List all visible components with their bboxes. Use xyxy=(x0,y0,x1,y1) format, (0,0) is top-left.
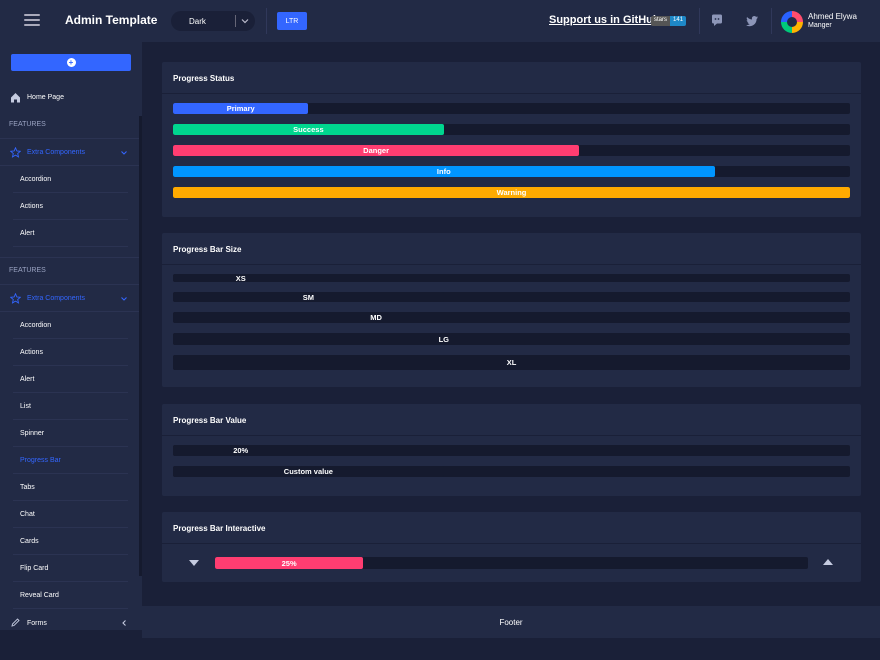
sidebar-item-actions[interactable]: Actions xyxy=(13,193,128,220)
sidebar-item-accordion[interactable]: Accordion xyxy=(13,166,128,193)
progress-interactive-card: Progress Bar Interactive 25% xyxy=(162,512,861,582)
avatar[interactable] xyxy=(781,11,803,33)
header-divider xyxy=(771,8,772,34)
progress-bar-sm: SM xyxy=(173,292,444,302)
progress-bar-custom-value: Custom value xyxy=(173,466,444,477)
sidebar-item-forms[interactable]: Forms xyxy=(27,620,47,627)
progress-bar-danger: Danger xyxy=(173,145,580,156)
user-name[interactable]: Ahmed Elywa xyxy=(808,12,857,21)
sidebar-divider xyxy=(0,257,139,258)
user-role: Manger xyxy=(808,22,832,29)
top-header: Admin Template Dark LTR Support us in Gi… xyxy=(0,0,880,42)
sidebar-item-chat[interactable]: Chat xyxy=(13,501,128,528)
progress-track: Warning xyxy=(173,187,850,198)
badge-label: stars xyxy=(651,16,671,26)
sidebar-item-progress-bar[interactable]: Progress Bar xyxy=(13,447,128,474)
sidebar-item-flip-card[interactable]: Flip Card xyxy=(13,555,128,582)
add-button[interactable]: + xyxy=(11,54,131,71)
theme-select[interactable]: Dark xyxy=(171,11,255,31)
menu-icon[interactable] xyxy=(24,14,40,26)
progress-track: XL xyxy=(173,355,850,370)
progress-track: 25% xyxy=(215,557,808,569)
progress-track: SM xyxy=(173,292,850,302)
progress-track: Info xyxy=(173,166,850,177)
footer-text: Footer xyxy=(499,617,523,627)
caret-up-icon[interactable] xyxy=(822,557,834,567)
chevron-left-icon[interactable] xyxy=(120,619,128,627)
sidebar-item-alert[interactable]: Alert xyxy=(13,220,128,247)
chevron-down-icon xyxy=(241,19,249,24)
card-divider xyxy=(162,543,861,544)
progress-status-card: Progress Status Primary Success Danger I… xyxy=(162,62,861,217)
sidebar-scrollbar[interactable] xyxy=(139,116,142,576)
sidebar-item-list[interactable]: List xyxy=(13,393,128,420)
sidebar-section-heading: FEATURES xyxy=(9,267,46,274)
ltr-button[interactable]: LTR xyxy=(277,12,307,30)
progress-bar-xl: XL xyxy=(173,355,850,370)
twitter-icon[interactable] xyxy=(745,14,759,28)
card-divider xyxy=(162,264,861,265)
chevron-down-icon xyxy=(121,151,127,155)
progress-track: Success xyxy=(173,124,850,135)
card-title: Progress Bar Value xyxy=(173,416,247,425)
progress-track: Custom value xyxy=(173,466,850,477)
progress-bar-md: MD xyxy=(173,312,580,323)
sidebar-item-accordion[interactable]: Accordion xyxy=(13,312,128,339)
footer: Footer xyxy=(142,606,880,638)
edit-icon xyxy=(11,618,20,627)
plus-icon: + xyxy=(66,58,76,67)
star-icon xyxy=(10,147,21,158)
badge-count: 141 xyxy=(670,16,687,26)
star-icon xyxy=(10,293,21,304)
caret-down-icon[interactable] xyxy=(188,558,200,568)
sidebar: + Home Page FEATURES Extra Components Ac… xyxy=(0,42,142,630)
header-divider xyxy=(699,8,700,34)
sidebar-item-cards[interactable]: Cards xyxy=(13,528,128,555)
sidebar-group-label: Extra Components xyxy=(27,295,85,302)
sidebar-section-heading: FEATURES xyxy=(9,121,46,128)
theme-select-value: Dark xyxy=(189,16,206,26)
progress-bar-warning: Warning xyxy=(173,187,850,198)
progress-bar-xs: XS xyxy=(173,274,309,282)
progress-bar-primary: Primary xyxy=(173,103,309,114)
header-divider xyxy=(266,8,267,34)
progress-value-card: Progress Bar Value 20% Custom value xyxy=(162,404,861,496)
progress-bar-lg: LG xyxy=(173,333,715,345)
card-title: Progress Status xyxy=(173,74,235,83)
sidebar-item-home[interactable]: Home Page xyxy=(27,94,64,101)
progress-track: MD xyxy=(173,312,850,323)
select-divider xyxy=(235,15,236,27)
progress-track: Danger xyxy=(173,145,850,156)
sidebar-item-alert[interactable]: Alert xyxy=(13,366,128,393)
card-title: Progress Bar Size xyxy=(173,245,242,254)
progress-bar-interactive: 25% xyxy=(215,557,364,569)
progress-track: XS xyxy=(173,274,850,282)
chevron-down-icon xyxy=(121,297,127,301)
progress-size-card: Progress Bar Size XS SM MD LG XL xyxy=(162,233,861,387)
home-icon xyxy=(11,93,20,103)
progress-bar-success: Success xyxy=(173,124,444,135)
github-link[interactable]: Support us in GitHub xyxy=(549,14,660,26)
sidebar-group-extra-components[interactable]: Extra Components xyxy=(0,138,139,166)
discord-icon[interactable] xyxy=(710,13,724,27)
progress-track: 20% xyxy=(173,445,850,456)
sidebar-item-reveal-card[interactable]: Reveal Card xyxy=(13,582,128,609)
progress-bar-info: Info xyxy=(173,166,715,177)
card-title: Progress Bar Interactive xyxy=(173,524,266,533)
sidebar-item-tabs[interactable]: Tabs xyxy=(13,474,128,501)
sidebar-item-spinner[interactable]: Spinner xyxy=(13,420,128,447)
sidebar-group-label: Extra Components xyxy=(27,149,85,156)
progress-bar-value: 20% xyxy=(173,445,309,456)
card-divider xyxy=(162,435,861,436)
sidebar-item-actions[interactable]: Actions xyxy=(13,339,128,366)
brand-title[interactable]: Admin Template xyxy=(65,13,158,27)
card-divider xyxy=(162,93,861,94)
progress-track: Primary xyxy=(173,103,850,114)
github-stars-badge[interactable]: stars 141 xyxy=(651,16,687,26)
progress-track: LG xyxy=(173,333,850,345)
sidebar-group-extra-components[interactable]: Extra Components xyxy=(0,284,139,312)
